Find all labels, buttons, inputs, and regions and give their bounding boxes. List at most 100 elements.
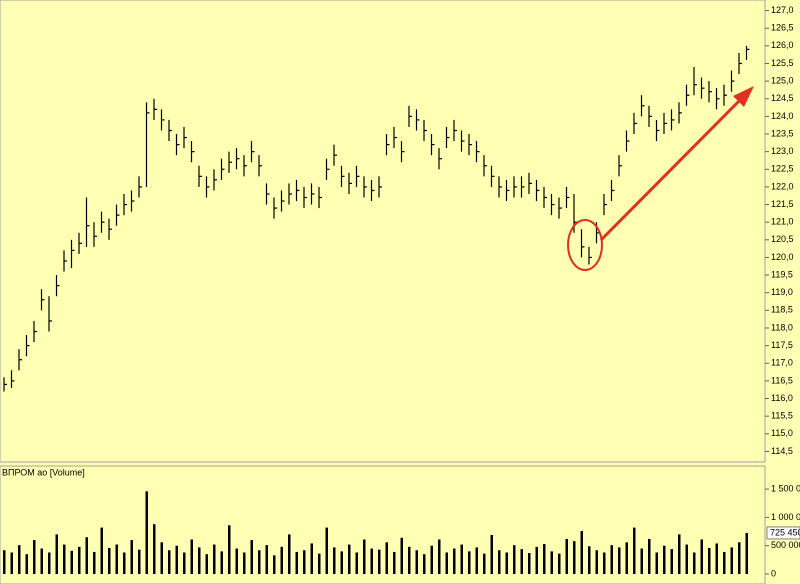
y-tick-label: 125,5 [771, 58, 794, 68]
volume-bar [543, 544, 546, 575]
volume-bar [325, 527, 328, 575]
volume-bar [588, 546, 591, 575]
volume-bar [700, 539, 703, 575]
volume-bar [445, 552, 448, 575]
y-tick-label: 126,0 [771, 40, 794, 50]
volume-bar [213, 544, 216, 575]
volume-bar [243, 552, 246, 575]
volume-panel [0, 465, 766, 584]
volume-bar [678, 534, 681, 575]
volume-bar [265, 545, 268, 575]
volume-bar [738, 542, 741, 575]
y-tick-label: 123,5 [771, 128, 794, 138]
volume-bar [18, 545, 21, 575]
volume-bar [333, 547, 336, 575]
volume-bar [453, 548, 456, 575]
volume-bar [100, 527, 103, 575]
volume-bar [355, 552, 358, 575]
volume-bar [745, 532, 748, 575]
volume-bar [25, 554, 28, 575]
volume-bar [640, 548, 643, 575]
last-value-box [766, 526, 800, 540]
volume-bar [303, 550, 306, 575]
volume-bar [625, 542, 628, 575]
price-panel [0, 0, 766, 463]
volume-bar [663, 545, 666, 575]
volume-bar [310, 543, 313, 575]
volume-bar [430, 545, 433, 575]
y-tick-label: 115,5 [771, 411, 793, 421]
volume-bar [655, 552, 658, 575]
volume-bar [520, 549, 523, 575]
volume-bar [70, 550, 73, 575]
volume-bar [475, 547, 478, 575]
y-tick-label: 126,5 [771, 23, 794, 33]
volume-bar [415, 550, 418, 575]
volume-bar [183, 552, 186, 575]
volume-bar [93, 551, 96, 575]
volume-bar [528, 553, 531, 575]
volume-bar [48, 552, 51, 575]
volume-bar [55, 534, 58, 575]
volume-bar [550, 551, 553, 575]
volume-bar [145, 491, 148, 575]
volume-bar [85, 537, 88, 575]
volume-bar [438, 539, 441, 575]
volume-bar [63, 544, 66, 575]
volume-bar [610, 545, 613, 575]
volume-bar [40, 548, 43, 575]
y-tick-label: 0 [771, 568, 776, 578]
volume-bar [3, 550, 6, 575]
last-value-label: 725 450 [770, 527, 800, 537]
volume-bar [385, 542, 388, 575]
y-tick-label: 117,5 [771, 340, 793, 350]
y-tick-label: 121,0 [771, 217, 794, 227]
y-tick-label: 121,5 [771, 199, 794, 209]
volume-bar [565, 538, 568, 575]
y-tick-label: 120,5 [771, 234, 794, 244]
y-tick-label: 124,5 [771, 93, 794, 103]
volume-bar [558, 553, 561, 575]
volume-bar [130, 540, 133, 575]
y-tick-label: 116,0 [771, 393, 793, 403]
volume-bar [235, 548, 238, 575]
y-tick-label: 500 000 [771, 540, 800, 550]
volume-bar [490, 534, 493, 575]
volume-bar [378, 549, 381, 575]
volume-bar [258, 550, 261, 575]
volume-bar [535, 546, 538, 575]
volume-bar [708, 547, 711, 575]
volume-bar [370, 548, 373, 575]
volume-bar [288, 534, 291, 575]
volume-bar [648, 538, 651, 575]
volume-bar [573, 541, 576, 575]
y-tick-label: 1 000 000 [771, 512, 800, 522]
trend-arrow [599, 96, 744, 242]
volume-bar [393, 551, 396, 575]
volume-bar [468, 551, 471, 575]
y-tick-label: 124,0 [771, 111, 794, 121]
volume-bar [123, 552, 126, 575]
volume-bar [423, 554, 426, 575]
volume-title: ВПРОМ ао [Volume] [2, 467, 85, 477]
volume-bar [273, 555, 276, 575]
volume-bar [138, 549, 141, 575]
y-tick-label: 114,5 [771, 446, 793, 456]
volume-bar [580, 530, 583, 575]
arrow-head [733, 86, 754, 107]
volume-bar [10, 552, 13, 575]
volume-bar [400, 537, 403, 575]
volume-bar [153, 524, 156, 575]
y-tick-label: 116,5 [771, 375, 793, 385]
volume-bar [295, 551, 298, 575]
volume-bar [175, 545, 178, 575]
volume-bar [685, 544, 688, 575]
highlight-ellipse [567, 219, 603, 271]
volume-bar [340, 551, 343, 575]
volume-bar [78, 546, 81, 575]
y-tick-label: 118,5 [771, 305, 793, 315]
volume-bar [250, 540, 253, 575]
volume-bar [280, 546, 283, 575]
y-tick-label: 119,0 [771, 287, 793, 297]
